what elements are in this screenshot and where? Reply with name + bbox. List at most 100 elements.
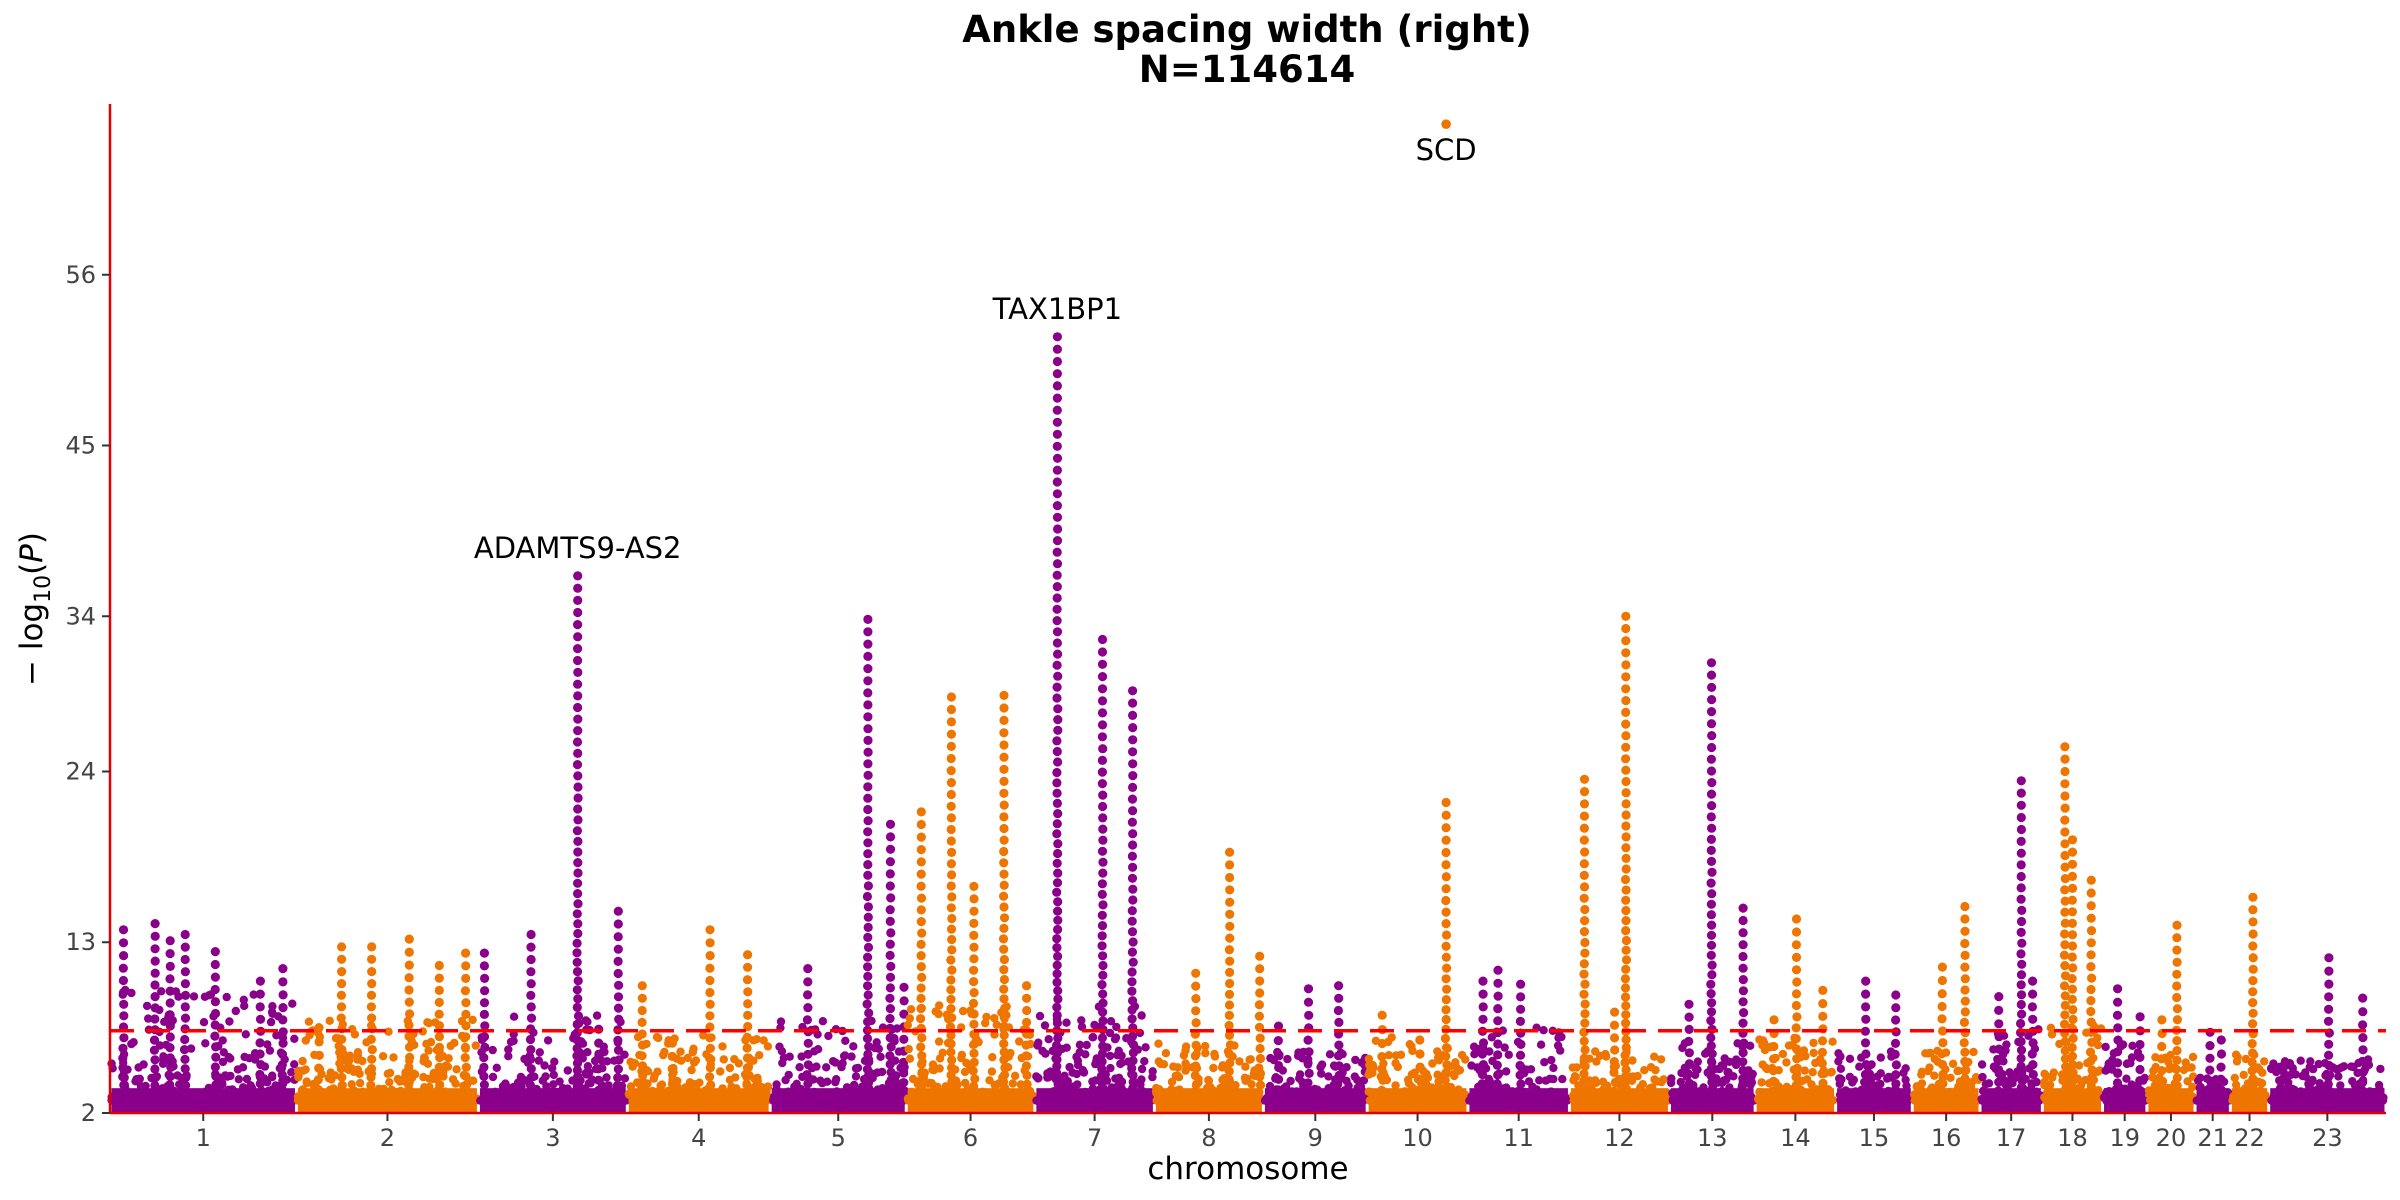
point bbox=[2087, 1037, 2097, 1047]
point bbox=[960, 1067, 970, 1077]
point bbox=[1621, 776, 1631, 787]
point bbox=[434, 997, 444, 1008]
point bbox=[1052, 356, 1062, 367]
point bbox=[1798, 1076, 1807, 1086]
point bbox=[862, 999, 872, 1009]
point bbox=[863, 860, 873, 870]
point bbox=[1097, 910, 1107, 920]
point bbox=[240, 1052, 249, 1062]
point bbox=[1105, 1051, 1115, 1061]
point bbox=[1891, 1003, 1901, 1013]
point bbox=[1128, 747, 1138, 757]
point bbox=[1078, 1066, 1088, 1075]
point bbox=[1593, 1089, 1602, 1098]
point bbox=[1621, 648, 1631, 658]
point bbox=[838, 1059, 847, 1068]
point bbox=[1706, 670, 1717, 680]
point bbox=[636, 1079, 647, 1089]
point bbox=[962, 1058, 971, 1068]
point bbox=[1255, 951, 1265, 961]
point bbox=[1224, 1020, 1234, 1031]
point bbox=[1427, 1083, 1436, 1092]
point bbox=[255, 976, 265, 986]
point bbox=[404, 947, 414, 957]
point bbox=[573, 667, 583, 678]
point bbox=[1052, 381, 1062, 391]
point bbox=[353, 1055, 362, 1064]
point bbox=[2067, 941, 2078, 951]
point bbox=[1493, 1050, 1503, 1060]
point bbox=[946, 985, 956, 995]
point bbox=[999, 1055, 1009, 1065]
point bbox=[1098, 857, 1108, 867]
point bbox=[1052, 393, 1062, 403]
point bbox=[1876, 1069, 1886, 1078]
point bbox=[1493, 978, 1503, 988]
point bbox=[165, 1087, 175, 1097]
point bbox=[1303, 1058, 1313, 1068]
point bbox=[667, 1064, 677, 1074]
point bbox=[583, 1048, 592, 1057]
point bbox=[1334, 1040, 1344, 1050]
point bbox=[427, 1096, 436, 1105]
point bbox=[573, 847, 583, 857]
point bbox=[366, 1072, 376, 1082]
point bbox=[573, 620, 583, 630]
point bbox=[1515, 1070, 1525, 1080]
point bbox=[1504, 1050, 1514, 1060]
point bbox=[1442, 1082, 1452, 1092]
point bbox=[594, 1051, 604, 1061]
point bbox=[946, 717, 957, 727]
point bbox=[1052, 943, 1062, 953]
point bbox=[1351, 1055, 1360, 1065]
point bbox=[776, 1017, 786, 1026]
point bbox=[1960, 914, 1970, 924]
point bbox=[550, 1057, 559, 1066]
point bbox=[916, 1042, 926, 1052]
chromosome-10-points bbox=[1364, 797, 1470, 1113]
point bbox=[999, 974, 1010, 985]
point bbox=[1591, 1047, 1600, 1056]
point bbox=[526, 1002, 536, 1012]
point bbox=[1960, 1007, 1970, 1017]
point bbox=[1706, 834, 1716, 845]
point bbox=[1127, 794, 1138, 804]
point bbox=[1231, 1081, 1240, 1090]
point bbox=[1342, 1063, 1351, 1072]
point bbox=[999, 690, 1009, 701]
point bbox=[1891, 1070, 1901, 1080]
point bbox=[705, 1072, 715, 1082]
point bbox=[2016, 1036, 2026, 1047]
point bbox=[1994, 1032, 2004, 1042]
point bbox=[613, 906, 623, 916]
point bbox=[999, 740, 1009, 750]
point bbox=[210, 1062, 220, 1072]
point bbox=[823, 1077, 832, 1086]
point bbox=[1621, 1065, 1631, 1075]
point bbox=[1620, 992, 1631, 1002]
point bbox=[1052, 536, 1063, 546]
point bbox=[573, 726, 583, 736]
point bbox=[999, 858, 1009, 868]
point bbox=[1993, 1056, 2003, 1066]
point bbox=[1579, 787, 1590, 797]
point bbox=[526, 942, 536, 952]
point bbox=[863, 1017, 873, 1027]
point bbox=[1289, 1089, 1298, 1099]
point bbox=[118, 963, 128, 973]
point bbox=[573, 858, 583, 868]
point bbox=[2060, 803, 2070, 813]
point bbox=[2060, 766, 2070, 777]
point bbox=[1960, 950, 1970, 961]
point bbox=[1938, 1069, 1948, 1079]
point bbox=[1599, 1090, 1608, 1099]
point bbox=[1098, 744, 1108, 754]
point bbox=[2113, 1023, 2123, 1033]
point bbox=[278, 1027, 288, 1037]
point bbox=[1669, 1094, 1678, 1103]
point bbox=[1633, 1071, 1642, 1081]
point bbox=[1579, 893, 1589, 903]
point bbox=[2027, 1002, 2037, 1012]
point bbox=[1478, 1060, 1488, 1070]
point bbox=[898, 1078, 908, 1088]
